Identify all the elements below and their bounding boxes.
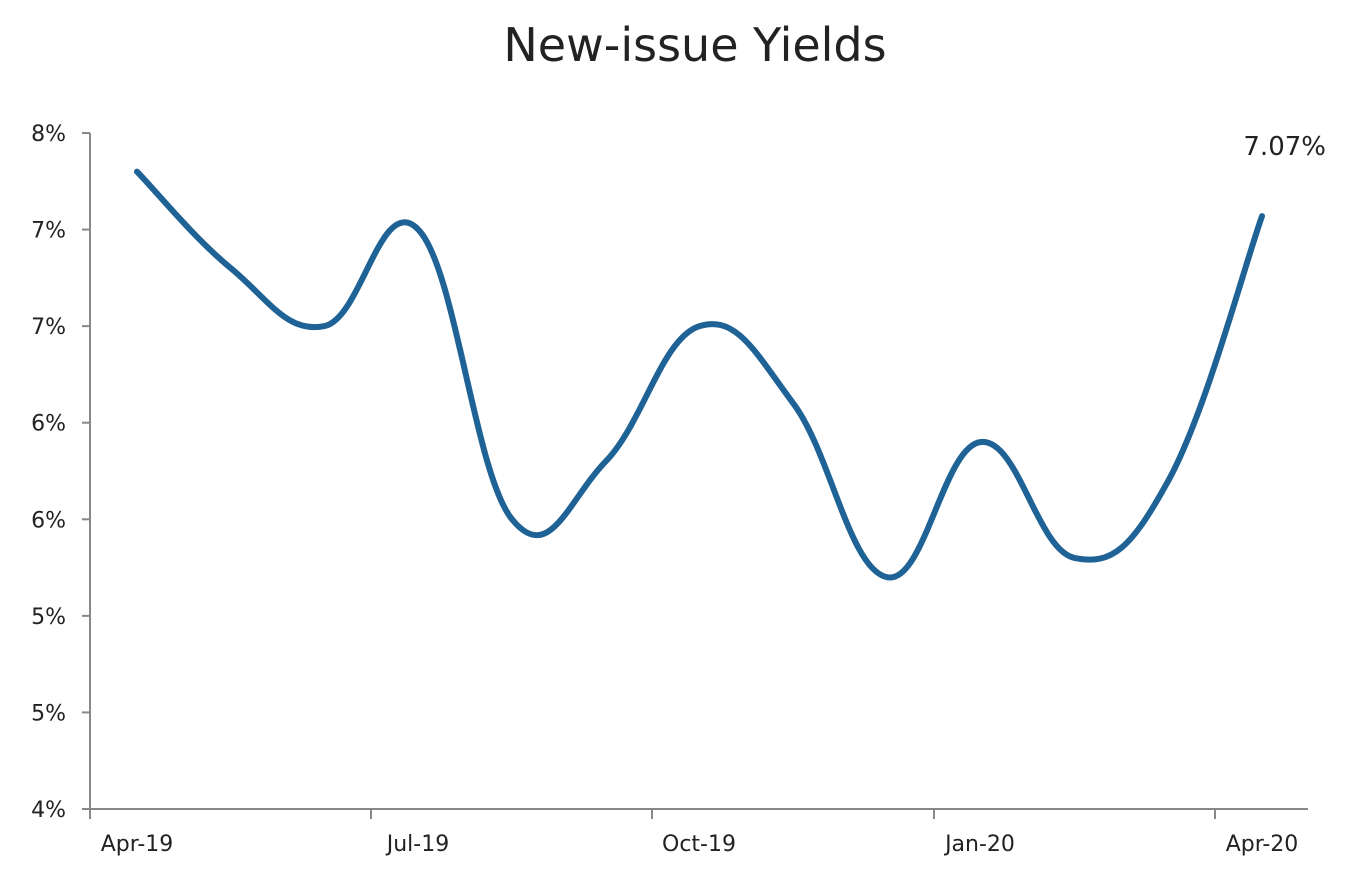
data-point [603,458,609,464]
y-tick-label: 5% [31,605,66,630]
x-tick-label: Apr-20 [1226,832,1299,857]
data-point [509,516,515,522]
x-tick-label: Apr-19 [101,832,174,857]
data-point [978,439,984,445]
data-point [1072,555,1078,561]
x-tick-label: Jan-20 [943,832,1015,857]
series-line [134,168,1265,581]
data-point [228,265,234,271]
y-tick-label: 7% [31,315,66,340]
y-tick-label: 8% [31,122,66,147]
y-tick-label: 5% [31,701,66,726]
data-point [1259,213,1265,219]
x-tick-label: Jul-19 [385,832,449,857]
y-tick-label: 7% [31,219,66,244]
data-point [884,574,890,580]
data-point [1165,478,1171,484]
data-point [134,169,140,175]
data-point [790,400,796,406]
data-label: 7.07% [1243,132,1326,162]
data-point [322,323,328,329]
y-tick-label: 6% [31,508,66,533]
x-tick-label: Oct-19 [662,832,736,857]
data-point [697,323,703,329]
chart-title: New-issue Yields [503,18,887,72]
y-tick-label: 4% [31,798,66,823]
y-tick-label: 6% [31,412,66,437]
data-point [415,227,421,233]
